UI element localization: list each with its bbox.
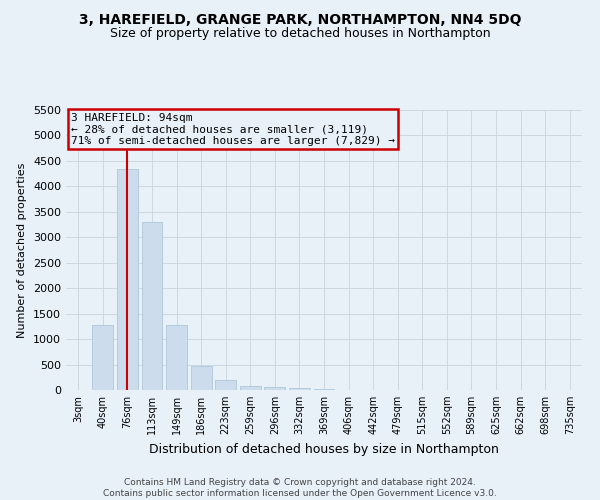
- Bar: [92, 326, 113, 390]
- Bar: [289, 388, 310, 390]
- Text: 3, HAREFIELD, GRANGE PARK, NORTHAMPTON, NN4 5DQ: 3, HAREFIELD, GRANGE PARK, NORTHAMPTON, …: [79, 12, 521, 26]
- Bar: [117, 168, 138, 390]
- Text: Contains HM Land Registry data © Crown copyright and database right 2024.
Contai: Contains HM Land Registry data © Crown c…: [103, 478, 497, 498]
- Bar: [265, 388, 286, 390]
- Text: 3 HAREFIELD: 94sqm
← 28% of detached houses are smaller (3,119)
71% of semi-deta: 3 HAREFIELD: 94sqm ← 28% of detached hou…: [71, 113, 395, 146]
- Bar: [142, 222, 163, 390]
- Y-axis label: Number of detached properties: Number of detached properties: [17, 162, 28, 338]
- Text: Size of property relative to detached houses in Northampton: Size of property relative to detached ho…: [110, 28, 490, 40]
- Bar: [166, 326, 187, 390]
- X-axis label: Distribution of detached houses by size in Northampton: Distribution of detached houses by size …: [149, 442, 499, 456]
- Bar: [240, 386, 261, 390]
- Bar: [191, 366, 212, 390]
- Bar: [215, 380, 236, 390]
